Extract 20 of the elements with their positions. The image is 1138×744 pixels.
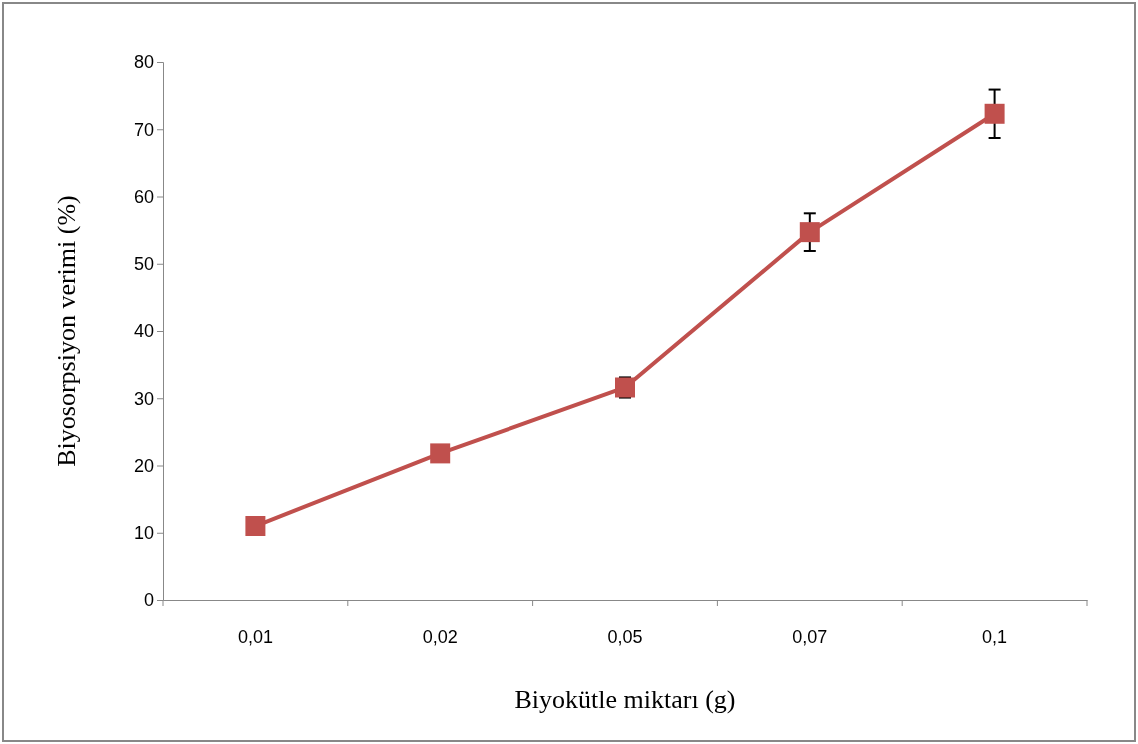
point — [430, 443, 451, 464]
x-axis-title: Biyokütle miktarı (g) — [514, 685, 736, 714]
y-tick-label: 10 — [133, 523, 154, 544]
x-tick-label: 0,01 — [237, 626, 273, 647]
y-tick-label: 40 — [133, 321, 154, 342]
x-tick-label: 0,1 — [982, 626, 1008, 647]
point — [984, 103, 1005, 124]
point — [245, 516, 266, 537]
y-tick-label: 30 — [133, 388, 154, 409]
x-tick-label: 0,05 — [607, 626, 643, 647]
y-tick-label: 0 — [143, 590, 154, 611]
point — [799, 222, 820, 243]
y-tick-label: 70 — [133, 119, 154, 140]
y-tick-label: 60 — [133, 186, 154, 207]
y-axis-title: Biyosorpsiyon verimi (%) — [52, 195, 81, 467]
y-tick-label: 20 — [133, 455, 154, 476]
y-tick-label: 50 — [133, 254, 154, 275]
x-tick-label: 0,02 — [422, 626, 458, 647]
y-tick-label: 80 — [133, 52, 154, 73]
x-tick-label: 0,07 — [792, 626, 828, 647]
